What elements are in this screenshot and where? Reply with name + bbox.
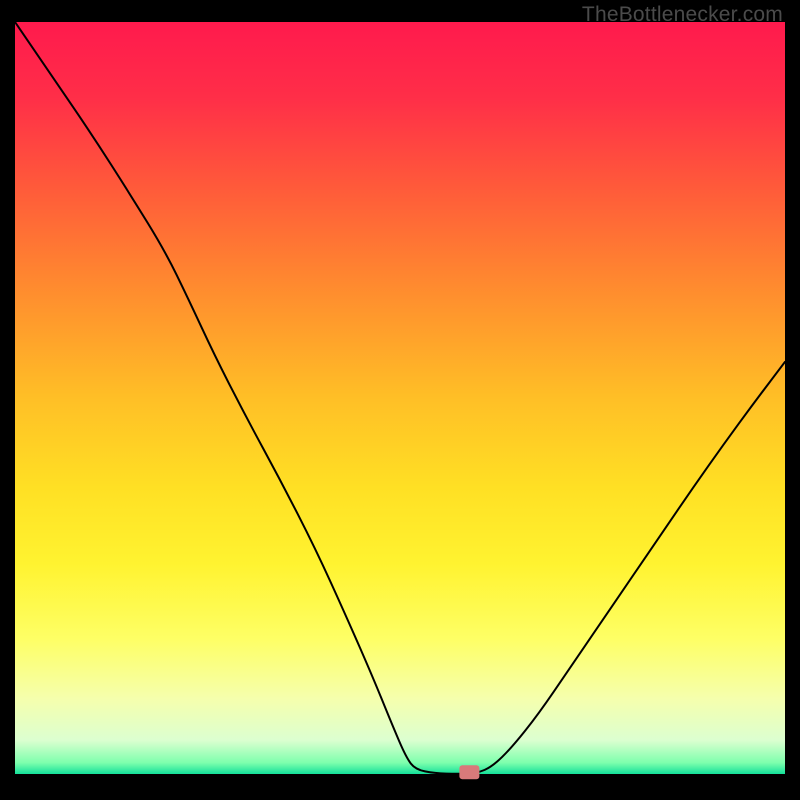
- figure-root: TheBottlenecker.com: [0, 0, 800, 800]
- watermark-text: TheBottlenecker.com: [582, 3, 783, 27]
- chart-svg: [15, 22, 785, 774]
- optimal-point-marker: [460, 766, 479, 780]
- plot-area: [15, 22, 785, 774]
- bottleneck-curve: [15, 22, 785, 774]
